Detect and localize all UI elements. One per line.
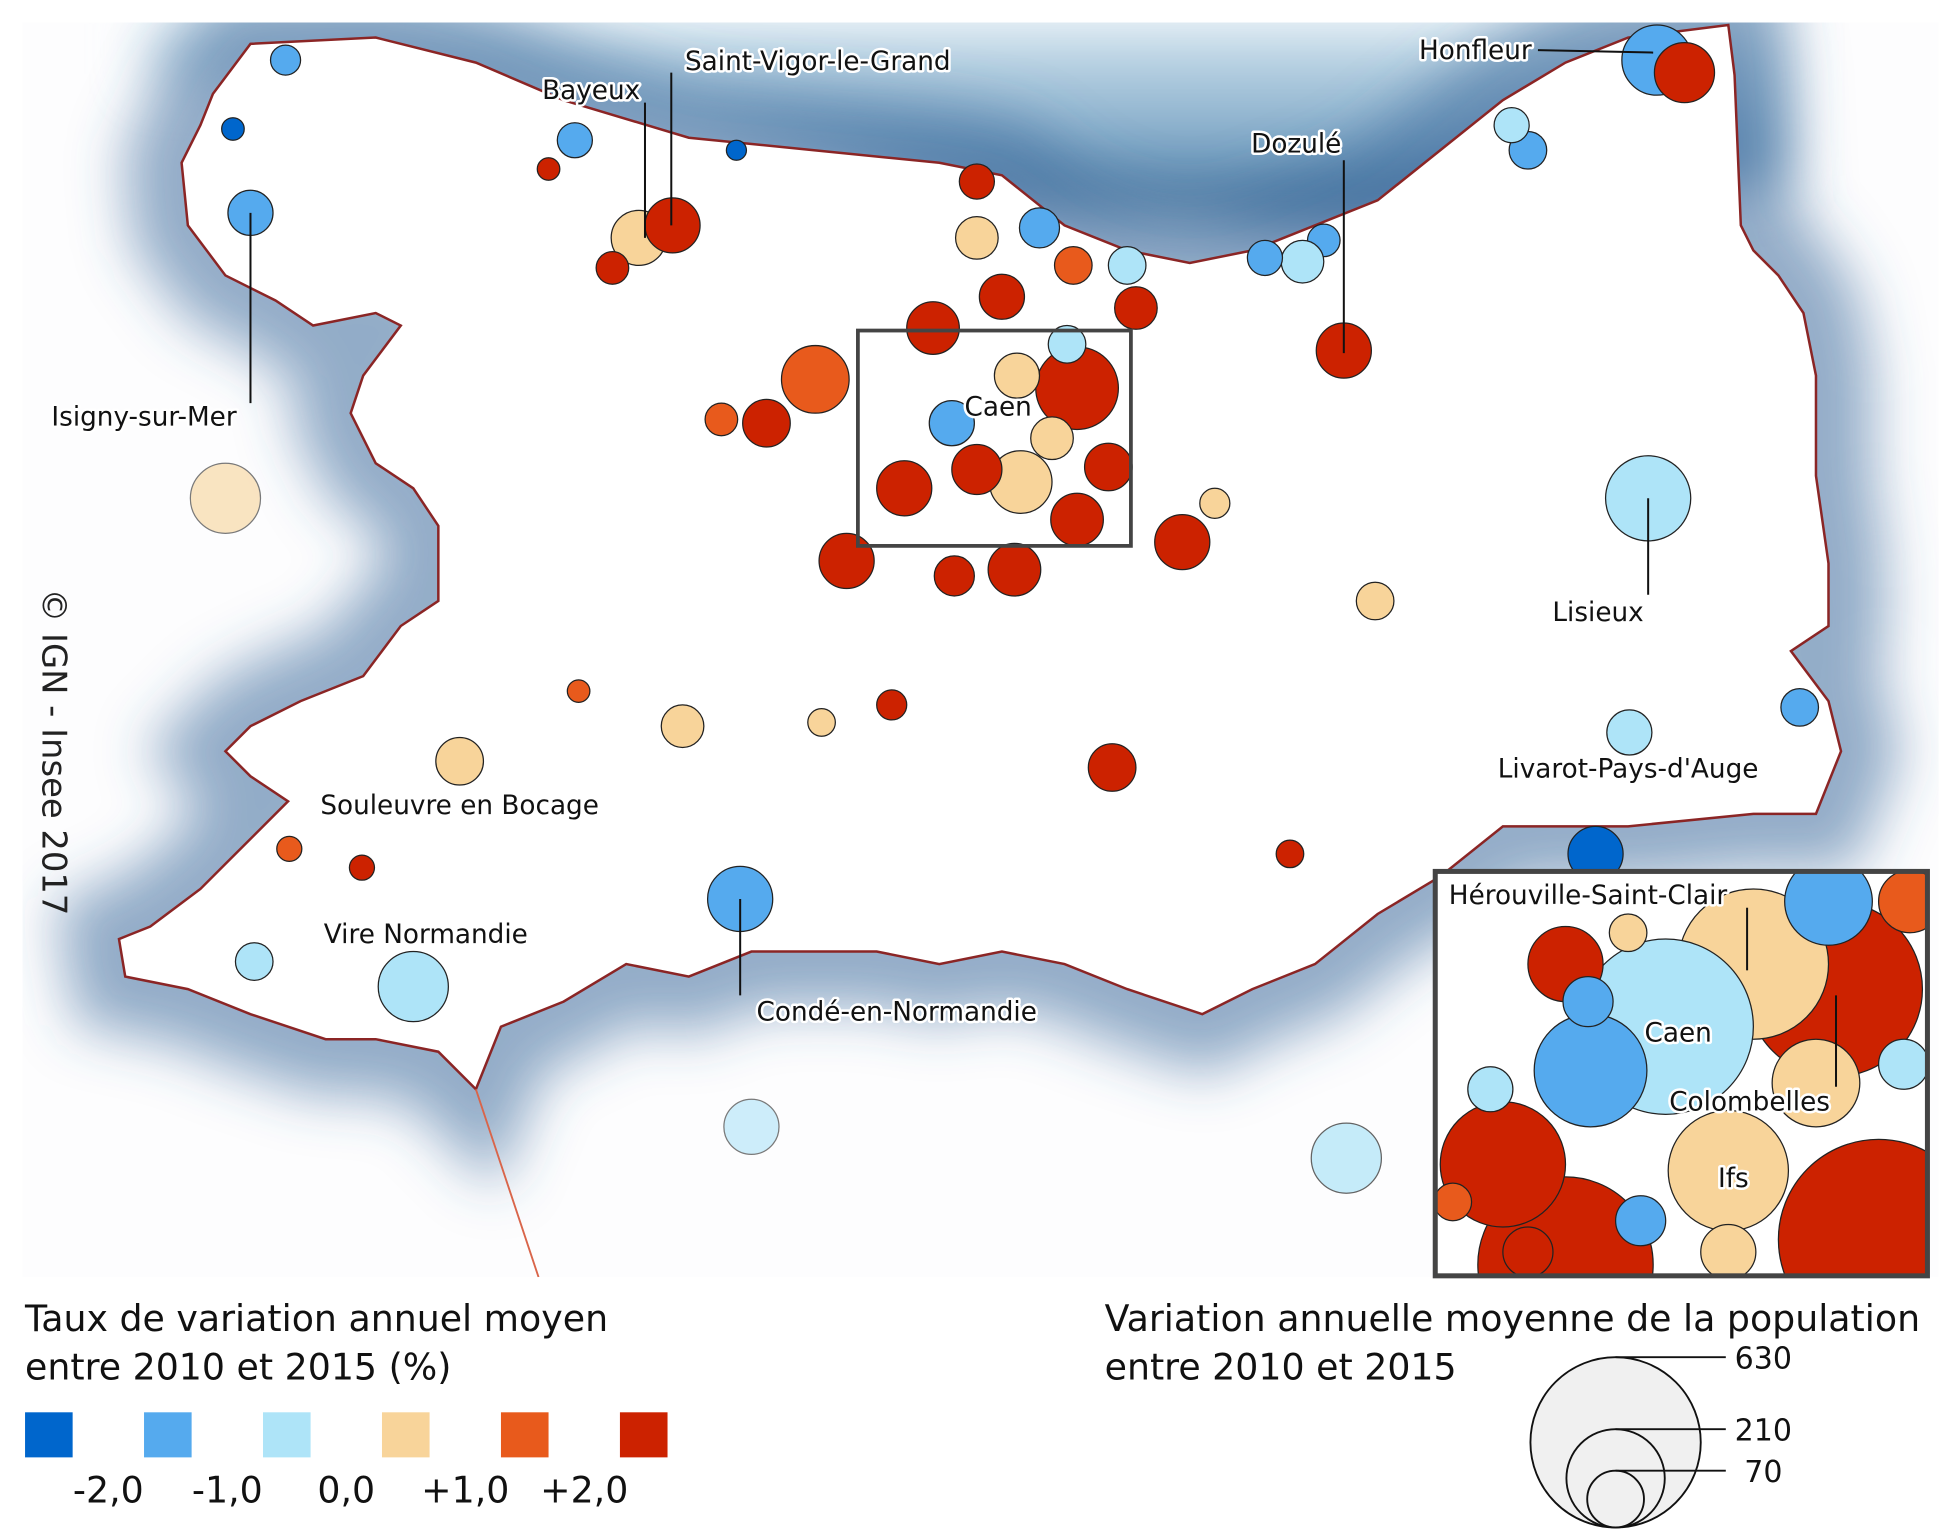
size-label: 210 (1735, 1413, 1792, 1448)
place-label: Caen (965, 393, 1032, 423)
place-labels: Bayeux Saint-Vigor-le-Grand Honfleur Doz… (35, 33, 1833, 1196)
color-swatch (381, 1412, 430, 1458)
place-label: Dozulé (1251, 130, 1341, 160)
place-label: Lisieux (1552, 598, 1643, 628)
copyright: © IGN - Insee 2017 (35, 588, 74, 915)
color-swatch (144, 1412, 192, 1458)
legend-title: entre 2010 et 2015 (%) (25, 1346, 451, 1389)
color-tick-label: -1,0 (192, 1468, 263, 1511)
inset-label: Hérouville-Saint-Clair (1449, 881, 1728, 911)
color-tick-label: +2,0 (540, 1468, 628, 1511)
size-label: 630 (1735, 1341, 1792, 1376)
place-label: Vire Normandie (324, 920, 528, 950)
color-tick-label: +1,0 (421, 1468, 509, 1511)
place-label: Isigny-sur-Mer (51, 403, 236, 433)
legend-title: entre 2010 et 2015 (1105, 1346, 1457, 1389)
place-label: Livarot-Pays-d'Auge (1498, 755, 1759, 785)
color-swatch (263, 1412, 311, 1458)
color-tick-label: -2,0 (73, 1468, 144, 1511)
legend-title: Variation annuelle moyenne de la populat… (1105, 1297, 1920, 1340)
caen-frame (856, 328, 1133, 548)
color-swatch (25, 1412, 73, 1458)
place-label: Honfleur (1419, 36, 1532, 66)
inset-label: Ifs (1718, 1164, 1749, 1194)
inset-label: Caen (1645, 1019, 1712, 1049)
inset (1432, 868, 1930, 1279)
color-swatch (500, 1412, 549, 1458)
leader-lines (249, 49, 1838, 1087)
place-label: Saint-Vigor-le-Grand (685, 47, 951, 77)
legend: Taux de variation annuel moyen entre 201… (24, 1297, 1920, 1529)
color-tick-label: 0,0 (317, 1468, 375, 1511)
place-label: Souleuvre en Bocage (320, 791, 599, 821)
commune-circles (189, 24, 1820, 1194)
color-swatch (619, 1412, 668, 1458)
inset-label: Colombelles (1669, 1088, 1830, 1118)
place-label: Condé-en-Normandie (757, 997, 1037, 1027)
size-label: 70 (1744, 1455, 1782, 1490)
legend-title: Taux de variation annuel moyen (24, 1297, 608, 1340)
place-label: Bayeux (542, 76, 640, 106)
size-circle (1586, 1469, 1645, 1529)
